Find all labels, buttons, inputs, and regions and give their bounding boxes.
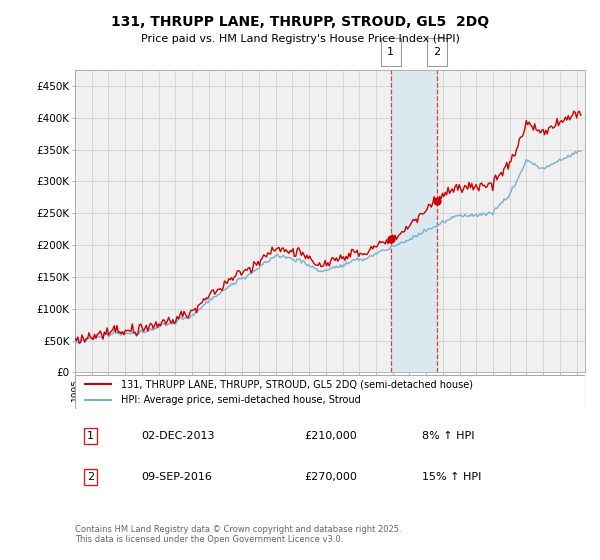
- Text: 2: 2: [433, 47, 440, 57]
- Text: HPI: Average price, semi-detached house, Stroud: HPI: Average price, semi-detached house,…: [121, 395, 361, 405]
- Text: Price paid vs. HM Land Registry's House Price Index (HPI): Price paid vs. HM Land Registry's House …: [140, 34, 460, 44]
- Bar: [391, 70, 437, 372]
- Text: Contains HM Land Registry data © Crown copyright and database right 2025.
This d: Contains HM Land Registry data © Crown c…: [75, 525, 401, 544]
- Text: 131, THRUPP LANE, THRUPP, STROUD, GL5 2DQ (semi-detached house): 131, THRUPP LANE, THRUPP, STROUD, GL5 2D…: [121, 379, 473, 389]
- Text: £270,000: £270,000: [305, 472, 358, 482]
- Text: £210,000: £210,000: [305, 431, 357, 441]
- Text: 8% ↑ HPI: 8% ↑ HPI: [422, 431, 475, 441]
- FancyBboxPatch shape: [381, 38, 401, 66]
- Text: 1: 1: [87, 431, 94, 441]
- Text: 02-DEC-2013: 02-DEC-2013: [142, 431, 215, 441]
- FancyBboxPatch shape: [427, 38, 446, 66]
- Text: 09-SEP-2016: 09-SEP-2016: [142, 472, 212, 482]
- Text: 131, THRUPP LANE, THRUPP, STROUD, GL5  2DQ: 131, THRUPP LANE, THRUPP, STROUD, GL5 2D…: [111, 15, 489, 29]
- Text: 15% ↑ HPI: 15% ↑ HPI: [422, 472, 481, 482]
- Text: 1: 1: [387, 47, 394, 57]
- FancyBboxPatch shape: [75, 375, 585, 409]
- Text: 2: 2: [87, 472, 94, 482]
